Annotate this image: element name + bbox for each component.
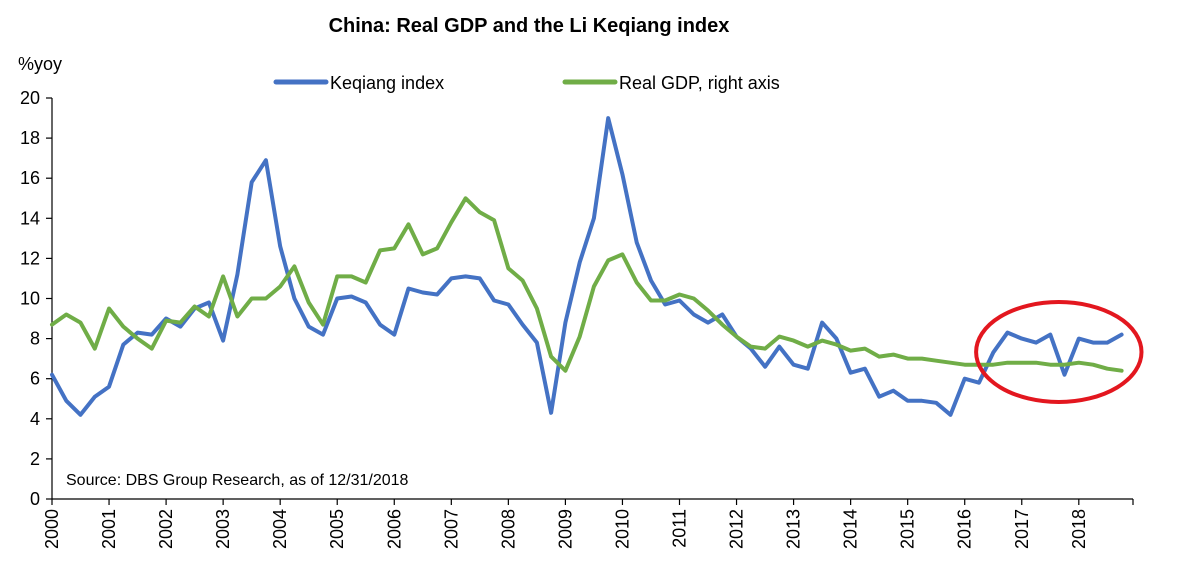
- y-tick-label: 20: [20, 88, 40, 108]
- x-tick-label: 2015: [898, 509, 918, 549]
- highlight-ellipse: [974, 300, 1144, 404]
- legend-label: Keqiang index: [330, 73, 444, 93]
- x-tick-label: 2000: [42, 509, 62, 549]
- x-tick-label: 2007: [441, 509, 461, 549]
- x-tick-label: 2006: [384, 509, 404, 549]
- x-tick-label: 2001: [99, 509, 119, 549]
- x-tick-label: 2017: [1012, 509, 1032, 549]
- y-tick-label: 2: [30, 449, 40, 469]
- annotation-layer: [974, 300, 1144, 404]
- axes: 0 2 4 6 8 10 12 14 16 18 20 2000 2001 2002 2003 2004 200…: [20, 88, 1134, 549]
- source-note: Source: DBS Group Research, as of 12/31/…: [66, 472, 409, 489]
- x-tick-label: 2004: [270, 509, 290, 549]
- y-axis-unit-label: %yoy: [18, 54, 62, 74]
- x-tick-label: 2005: [327, 509, 347, 549]
- chart-title: China: Real GDP and the Li Keqiang index: [329, 15, 730, 37]
- series-layer: [50, 116, 1124, 417]
- y-tick-label: 14: [20, 208, 40, 228]
- x-tick-label: 2018: [1069, 509, 1089, 549]
- y-tick-label: 4: [30, 409, 40, 429]
- x-tick-label: 2009: [555, 509, 575, 549]
- legend: Keqiang index Real GDP, right axis: [273, 73, 780, 93]
- x-tick-label: 2010: [612, 509, 632, 549]
- x-tick-label: 2003: [213, 509, 233, 549]
- keqiang-index-line: [50, 116, 1124, 417]
- x-tick-label: 2013: [784, 509, 804, 549]
- x-tick-label: 2014: [841, 509, 861, 549]
- y-tick-label: 12: [20, 248, 40, 268]
- y-tick-label: 10: [20, 289, 40, 309]
- y-tick-label: 18: [20, 128, 40, 148]
- real-gdp-line: [50, 196, 1124, 373]
- x-tick-label: 2012: [727, 509, 747, 549]
- y-tick-label: 16: [20, 168, 40, 188]
- y-tick-label: 0: [30, 489, 40, 509]
- x-tick-label: 2002: [156, 509, 176, 549]
- y-tick-label: 6: [30, 369, 40, 389]
- y-tick-label: 8: [30, 329, 40, 349]
- x-tick-label: 2008: [498, 509, 518, 549]
- x-tick-label: 2011: [669, 509, 689, 548]
- legend-label: Real GDP, right axis: [619, 73, 780, 93]
- x-tick-label: 2016: [955, 509, 975, 549]
